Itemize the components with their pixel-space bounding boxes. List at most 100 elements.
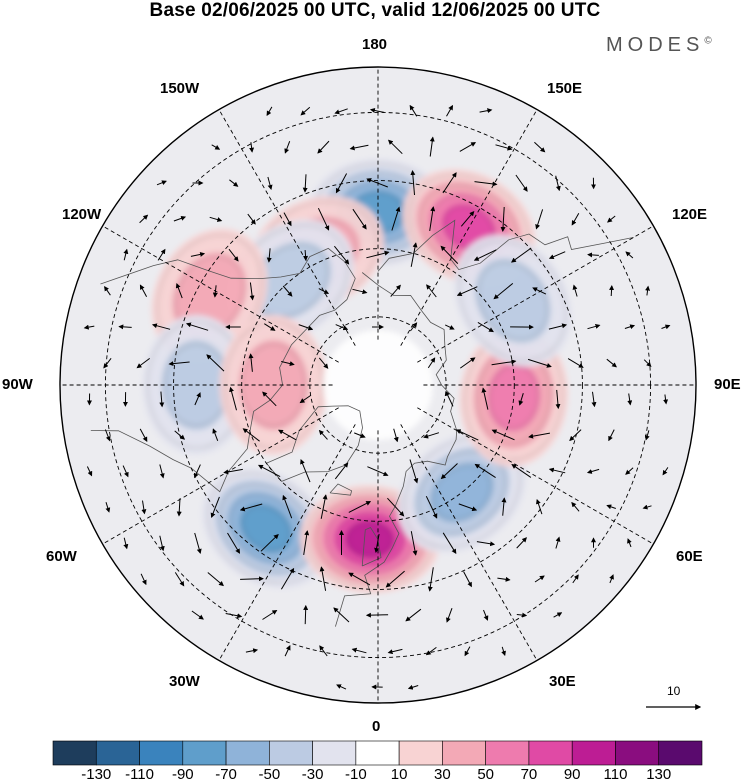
wind-arrow: [390, 284, 401, 297]
colorbar-swatch: [528, 740, 573, 766]
wind-arrow: [572, 574, 579, 584]
wind-arrow: [139, 428, 148, 442]
wind-arrow: [239, 503, 263, 512]
wind-arrow: [548, 467, 566, 474]
wind-arrow: [334, 462, 349, 480]
colorbar-tick-label: 130: [646, 766, 672, 783]
wind-arrow: [607, 215, 616, 223]
wind-arrow: [104, 429, 111, 442]
colorbar-swatch: [571, 740, 616, 766]
reference-vector-label: 10: [667, 684, 681, 698]
wind-arrow: [303, 604, 309, 625]
colorbar-swatch: [95, 740, 140, 766]
map-border: [59, 66, 697, 704]
wind-arrow: [385, 570, 405, 588]
wind-arrow: [283, 212, 292, 227]
colorbar-swatch: [615, 740, 660, 766]
wind-arrow: [319, 645, 328, 657]
wind-arrow: [185, 322, 209, 331]
wind-arrow: [606, 358, 617, 368]
wind-arrow: [532, 287, 547, 295]
wind-arrow: [474, 463, 496, 479]
wind-arrow: [479, 108, 493, 114]
colorbar-swatch: [442, 740, 486, 766]
wind-arrow: [591, 391, 597, 408]
wind-arrow: [245, 648, 259, 654]
wind-arrow: [266, 106, 273, 116]
lon-label-60w: 60W: [46, 548, 77, 565]
wind-arrow: [445, 390, 454, 407]
colorbar: [52, 740, 703, 766]
wind-arrow: [553, 612, 563, 618]
wind-arrow: [225, 613, 243, 619]
wind-arrow: [303, 530, 310, 555]
wind-arrow: [176, 498, 182, 517]
wind-arrow: [500, 206, 506, 232]
wind-arrow: [624, 324, 636, 330]
wind-arrow: [391, 206, 401, 231]
map-title: Base 02/06/2025 00 UTC, valid 12/06/2025…: [149, 0, 601, 21]
coastline-greenland: [266, 405, 363, 482]
wind-arrow: [284, 644, 291, 657]
wind-arrow: [122, 465, 129, 478]
wind-arrow: [349, 144, 369, 151]
latitude-circle: [241, 248, 515, 522]
wind-arrow: [104, 285, 111, 296]
colorbar-tick-label: 10: [390, 766, 408, 783]
anomaly-nw-europe-high: [299, 485, 440, 594]
wind-arrow: [366, 250, 390, 259]
wind-arrow: [555, 175, 561, 192]
meridian-line: [218, 109, 356, 346]
wind-arrow: [266, 248, 272, 263]
wind-arrow: [159, 391, 165, 408]
wind-arrow: [627, 393, 633, 406]
wind-arrow: [168, 361, 190, 367]
colorbar-swatch: [225, 740, 270, 766]
wind-vectors: [83, 104, 671, 690]
wind-arrow: [348, 501, 372, 513]
wind-arrow: [105, 502, 111, 513]
wind-arrow: [405, 608, 422, 622]
wind-arrow: [497, 576, 511, 582]
wind-arrow: [299, 395, 311, 404]
coastline-pacific-na: [100, 247, 356, 285]
wind-arrow: [409, 104, 418, 117]
wind-arrow: [409, 459, 419, 484]
wind-arrow: [173, 215, 187, 222]
wind-arrow: [365, 612, 389, 618]
wind-arrow: [282, 494, 293, 519]
wind-arrow: [318, 429, 328, 440]
wind-arrow: [474, 181, 498, 187]
wind-arrow: [227, 532, 241, 554]
meridian-line: [400, 109, 538, 346]
colorbar-swatch: [52, 740, 97, 766]
wind-arrow: [410, 531, 418, 556]
wind-arrow: [374, 533, 380, 553]
lon-label-90e: 90E: [714, 376, 741, 393]
wind-arrow: [429, 206, 436, 231]
colorbar-tick-label: 50: [477, 766, 494, 783]
wind-arrow: [555, 536, 561, 549]
wind-arrow: [258, 464, 281, 478]
meridian-line: [400, 424, 538, 661]
wind-arrow: [464, 646, 471, 657]
colorbar-tick-label: 90: [563, 766, 581, 783]
wind-arrow: [317, 140, 330, 154]
wind-arrow: [210, 496, 220, 519]
anomaly-ne-asia-low: [453, 234, 572, 367]
wind-arrow: [300, 458, 311, 483]
wind-arrow: [139, 284, 148, 297]
wind-arrow: [516, 612, 528, 618]
wind-arrow: [410, 170, 416, 196]
colorbar-swatch: [658, 740, 703, 766]
wind-arrow: [426, 284, 437, 298]
wind-arrow: [511, 464, 532, 478]
wind-arrow: [118, 324, 132, 330]
lon-label-150e: 150E: [547, 80, 583, 97]
wind-arrow: [262, 391, 277, 407]
wind-arrow: [516, 537, 527, 549]
wind-arrow: [548, 251, 566, 260]
wind-arrow: [262, 609, 278, 620]
wind-arrow: [518, 393, 524, 406]
